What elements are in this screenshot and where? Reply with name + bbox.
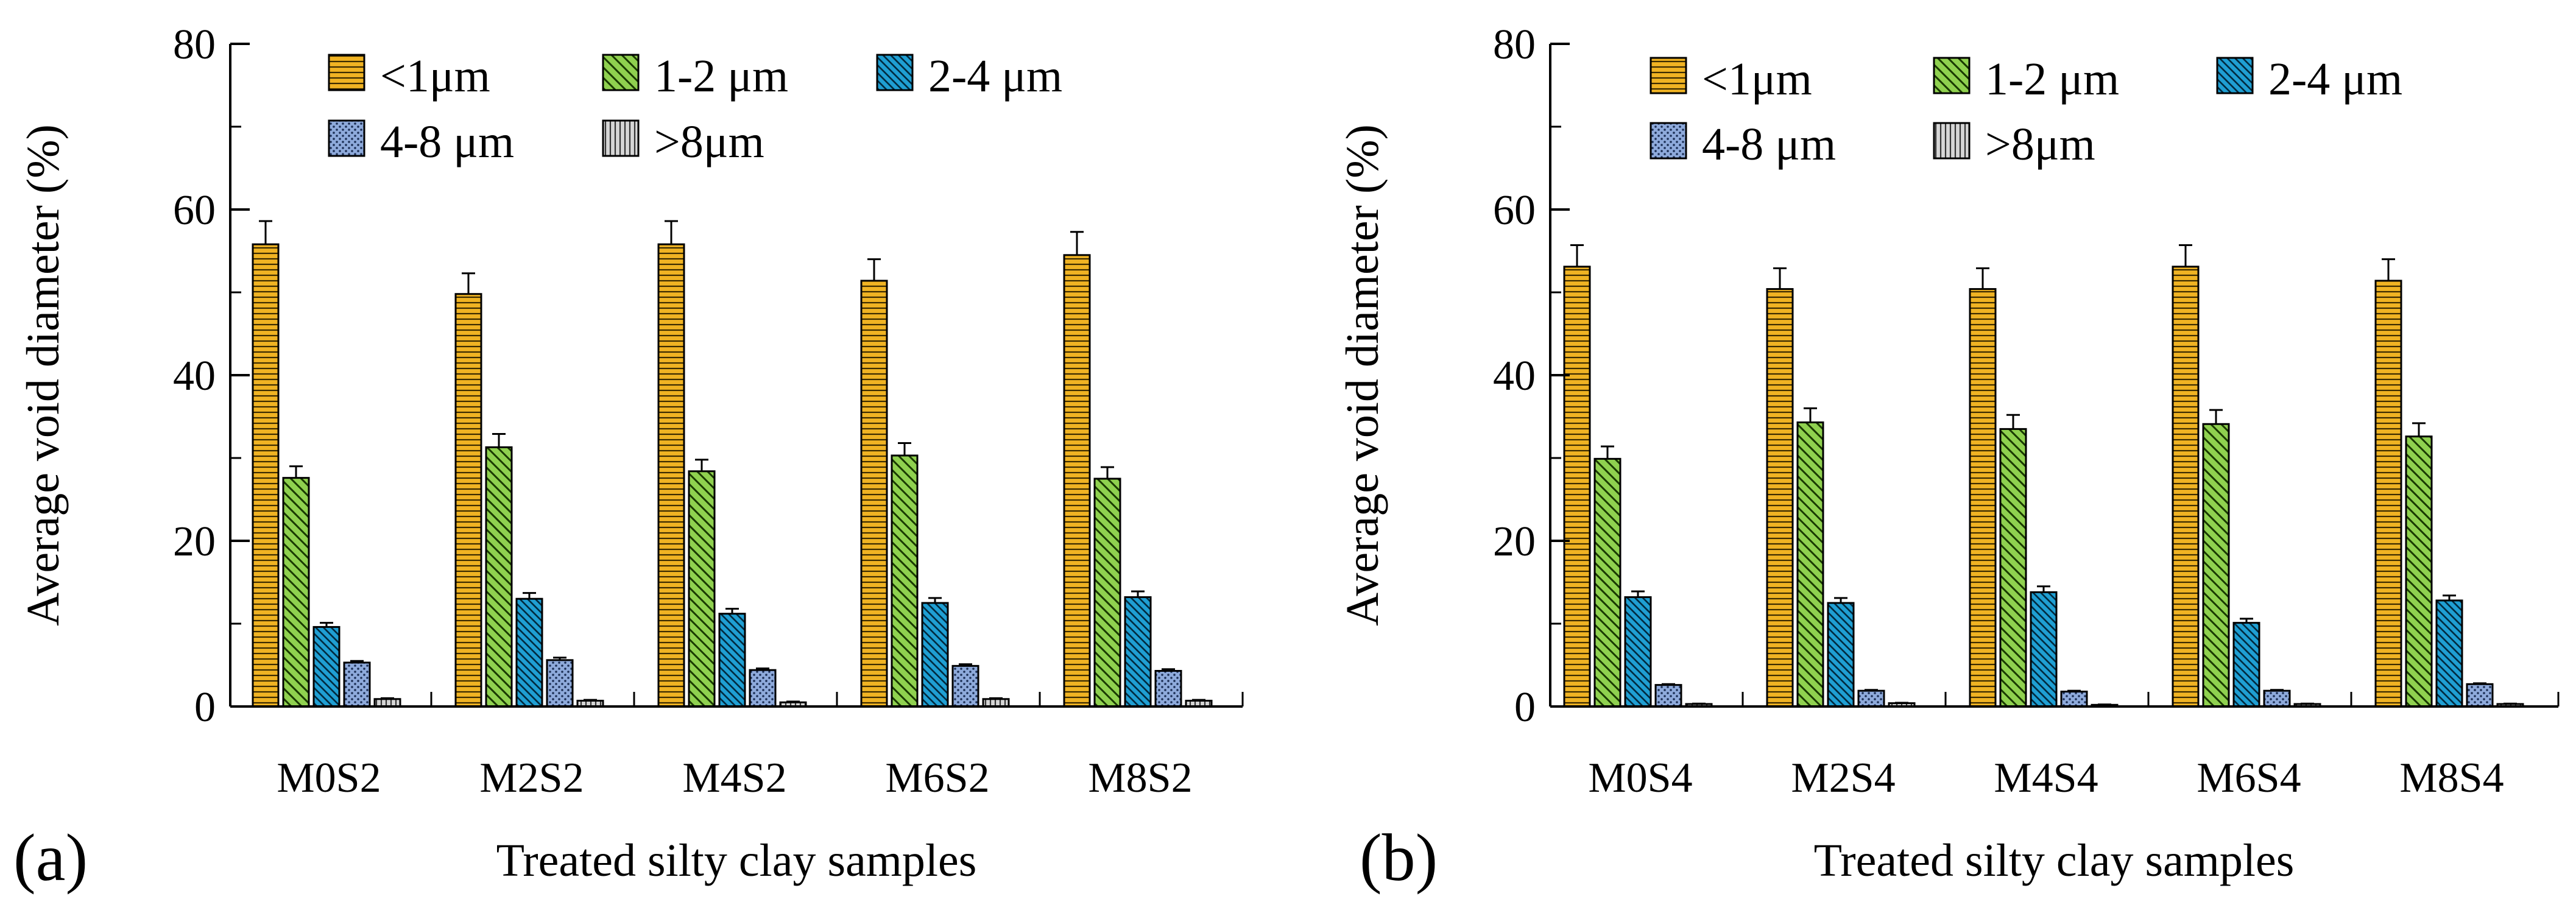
- legend-label: 4-8 μm: [1702, 119, 1836, 170]
- legend-swatch: [328, 54, 365, 91]
- bar: [1999, 428, 2027, 708]
- panel-label: (a): [13, 820, 88, 895]
- y-tick-label: 40: [1493, 353, 1536, 400]
- legend-swatch: [1933, 57, 1971, 94]
- legend-label: 4-8 μm: [380, 116, 514, 167]
- bar: [1654, 684, 1682, 708]
- bar: [2172, 266, 2200, 708]
- legend-label: >8μm: [654, 116, 764, 167]
- bar: [2232, 622, 2260, 708]
- bar: [921, 602, 949, 708]
- bar: [2466, 683, 2494, 708]
- legend-swatch: [1933, 122, 1971, 160]
- y-tick-label: 40: [173, 353, 216, 400]
- legend-swatch: [2216, 57, 2254, 94]
- bar: [1969, 288, 1997, 708]
- legend-label: <1μm: [1702, 54, 1812, 105]
- y-tick-label: 0: [194, 684, 216, 731]
- legend-label: <1μm: [380, 51, 490, 102]
- bar: [2405, 435, 2433, 708]
- legend-b: <1μm 1-2 μm 2-4 μm 4-8 μm >8μm: [1650, 54, 2402, 170]
- bar: [2060, 691, 2088, 708]
- bar: [343, 661, 371, 708]
- x-tick-label: M6S2: [885, 755, 989, 802]
- x-axis-label: Treated silty clay samples: [1814, 835, 2295, 886]
- bar: [1093, 477, 1121, 708]
- legend-swatch: [1650, 57, 1687, 94]
- panel-b: 0 20 40 60 80 M0S4 M2S4 M4S4 M6S4 M8S4 Average v…: [1337, 21, 2560, 895]
- y-ticks-b: 0 20 40 60 80: [1493, 21, 1570, 731]
- legend-swatch: [876, 54, 914, 91]
- x-tick-label: M4S2: [682, 755, 786, 802]
- bar: [1624, 596, 1652, 708]
- x-tick-label: M6S4: [2197, 755, 2301, 802]
- bar: [485, 446, 513, 708]
- x-tick-label: M2S4: [1791, 755, 1895, 802]
- bar: [2030, 591, 2058, 708]
- bar: [1563, 266, 1591, 708]
- bar: [1154, 670, 1182, 708]
- legend-label: 2-4 μm: [2268, 54, 2402, 105]
- x-tick-label: M0S2: [277, 755, 381, 802]
- y-axis-label: Average void diameter (%): [1337, 124, 1388, 626]
- y-tick-label: 20: [1493, 518, 1536, 565]
- bar: [1593, 457, 1621, 708]
- y-tick-label: 60: [1493, 187, 1536, 234]
- bar: [282, 477, 310, 708]
- bar: [951, 664, 979, 708]
- legend-label: 1-2 μm: [1985, 54, 2119, 105]
- bar: [1857, 689, 1885, 708]
- legend-swatch: [602, 119, 640, 157]
- bar: [2374, 280, 2402, 708]
- legend-label: 1-2 μm: [654, 51, 788, 102]
- x-tick-label: M4S4: [1994, 755, 2098, 802]
- x-axis-label: Treated silty clay samples: [496, 835, 977, 886]
- x-ticks-a: M0S2 M2S2 M4S2 M6S2 M8S2: [277, 692, 1244, 802]
- panel-a: 0 20 40 60 80 M0S2 M2S2 M4S2 M6S2 M8S2 Average v…: [13, 21, 1244, 895]
- panel-label: (b): [1360, 820, 1438, 895]
- legend-label: 2-4 μm: [928, 51, 1062, 102]
- bar: [454, 293, 482, 708]
- x-tick-label: M0S4: [1588, 755, 1692, 802]
- bar: [1063, 254, 1091, 708]
- bar: [891, 454, 919, 708]
- legend-swatch: [1650, 122, 1687, 160]
- y-ticks-a: 0 20 40 60 80: [173, 21, 250, 731]
- bar: [657, 243, 685, 708]
- bar: [252, 243, 280, 708]
- legend-swatch: [602, 54, 640, 91]
- bar: [2263, 689, 2291, 708]
- bar: [2202, 423, 2230, 708]
- bars-b: [1563, 244, 2524, 708]
- legend-label: >8μm: [1985, 119, 2095, 170]
- y-tick-label: 0: [1514, 684, 1536, 731]
- bar: [2435, 599, 2463, 708]
- bar: [546, 659, 574, 708]
- y-axis-label: Average void diameter (%): [18, 124, 69, 626]
- legend-swatch: [328, 119, 365, 157]
- bar: [688, 470, 716, 708]
- bar: [515, 597, 543, 708]
- x-tick-label: M2S2: [479, 755, 584, 802]
- bar: [1796, 421, 1824, 708]
- x-tick-label: M8S4: [2399, 755, 2504, 802]
- y-tick-label: 20: [173, 518, 216, 565]
- y-tick-label: 80: [173, 21, 216, 68]
- x-tick-label: M8S2: [1088, 755, 1192, 802]
- bar: [860, 280, 888, 708]
- bar: [1124, 596, 1152, 708]
- bars-a: [252, 220, 1213, 708]
- y-tick-label: 80: [1493, 21, 1536, 68]
- bar: [312, 625, 341, 708]
- x-ticks-b: M0S4 M2S4 M4S4 M6S4 M8S4: [1588, 692, 2560, 802]
- bar: [1766, 288, 1794, 708]
- bar: [1827, 602, 1855, 708]
- bar: [718, 613, 746, 708]
- y-tick-label: 60: [173, 187, 216, 234]
- bar: [749, 669, 777, 708]
- legend-a: <1μm 1-2 μm 2-4 μm 4-8 μm >8μm: [328, 51, 1062, 167]
